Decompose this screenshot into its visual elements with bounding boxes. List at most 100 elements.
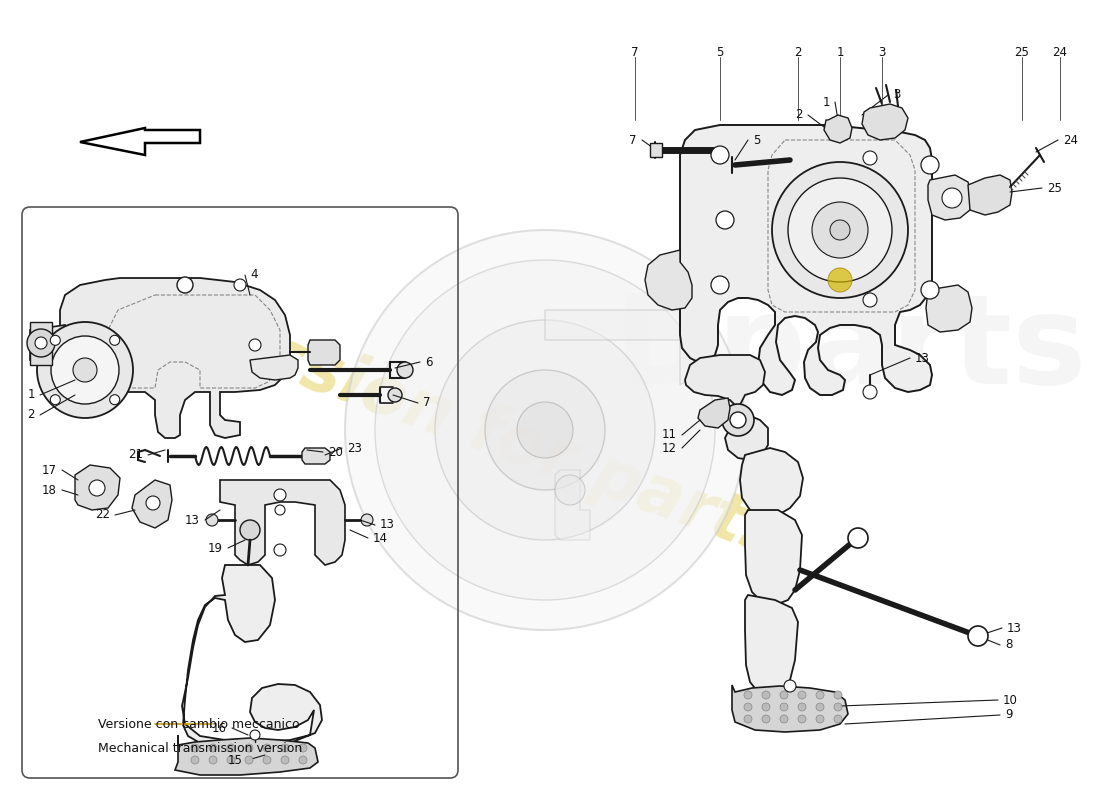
Circle shape <box>834 691 842 699</box>
Circle shape <box>722 404 754 436</box>
Circle shape <box>828 268 852 292</box>
Circle shape <box>942 188 962 208</box>
Circle shape <box>146 496 160 510</box>
Text: 2: 2 <box>794 46 802 58</box>
Circle shape <box>968 626 988 646</box>
Polygon shape <box>30 322 52 365</box>
Polygon shape <box>968 175 1012 215</box>
Circle shape <box>744 691 752 699</box>
Circle shape <box>816 703 824 711</box>
Circle shape <box>716 211 734 229</box>
Circle shape <box>345 230 745 630</box>
Circle shape <box>263 744 271 752</box>
Polygon shape <box>645 250 692 310</box>
Circle shape <box>864 293 877 307</box>
Text: 11: 11 <box>662 429 676 442</box>
Text: 24: 24 <box>1053 46 1067 58</box>
Polygon shape <box>685 355 768 460</box>
Polygon shape <box>650 143 662 157</box>
Text: Dparts: Dparts <box>614 290 1087 410</box>
Circle shape <box>375 260 715 600</box>
Circle shape <box>864 151 877 165</box>
Polygon shape <box>745 510 802 605</box>
Circle shape <box>397 362 412 378</box>
Text: 25: 25 <box>1047 182 1062 194</box>
Circle shape <box>780 703 788 711</box>
Circle shape <box>51 336 119 404</box>
Circle shape <box>434 320 654 540</box>
Text: 13: 13 <box>1006 622 1022 634</box>
Text: 5: 5 <box>754 134 760 146</box>
Circle shape <box>798 691 806 699</box>
Text: 13: 13 <box>379 518 395 531</box>
Circle shape <box>227 756 235 764</box>
Circle shape <box>388 388 401 402</box>
Polygon shape <box>740 448 803 516</box>
Polygon shape <box>302 448 330 464</box>
Circle shape <box>245 744 253 752</box>
Circle shape <box>816 715 824 723</box>
Text: 17: 17 <box>42 463 57 477</box>
Circle shape <box>73 358 97 382</box>
Text: 25: 25 <box>1014 46 1030 58</box>
Polygon shape <box>745 595 798 695</box>
Circle shape <box>762 691 770 699</box>
Circle shape <box>240 520 260 540</box>
Circle shape <box>784 680 796 692</box>
Circle shape <box>249 339 261 351</box>
Polygon shape <box>182 565 322 748</box>
Circle shape <box>485 370 605 490</box>
Text: 7: 7 <box>631 46 639 58</box>
Polygon shape <box>250 355 298 380</box>
Circle shape <box>206 514 218 526</box>
Circle shape <box>744 715 752 723</box>
Circle shape <box>762 715 770 723</box>
Circle shape <box>51 394 60 405</box>
Text: 9: 9 <box>1005 709 1012 722</box>
Circle shape <box>788 178 892 282</box>
Text: 15: 15 <box>228 754 243 766</box>
Circle shape <box>274 544 286 556</box>
Text: 22: 22 <box>95 509 110 522</box>
Circle shape <box>744 703 752 711</box>
Polygon shape <box>824 115 852 143</box>
Circle shape <box>28 329 55 357</box>
Polygon shape <box>698 398 730 428</box>
Text: 18: 18 <box>42 483 57 497</box>
Circle shape <box>730 412 746 428</box>
Circle shape <box>780 715 788 723</box>
Circle shape <box>798 703 806 711</box>
Text: 21: 21 <box>128 449 143 462</box>
Circle shape <box>711 146 729 164</box>
Text: 10: 10 <box>1003 694 1018 706</box>
Circle shape <box>209 756 217 764</box>
Circle shape <box>209 744 217 752</box>
Text: 6: 6 <box>425 355 432 369</box>
Text: 19: 19 <box>208 542 223 554</box>
Circle shape <box>772 162 908 298</box>
Text: 7: 7 <box>424 397 430 410</box>
Polygon shape <box>220 480 345 565</box>
Polygon shape <box>732 685 848 732</box>
Text: 12: 12 <box>662 442 676 454</box>
Circle shape <box>89 480 104 496</box>
Circle shape <box>250 730 260 740</box>
Text: 7: 7 <box>629 134 637 146</box>
Text: 4: 4 <box>250 269 257 282</box>
Circle shape <box>798 715 806 723</box>
Polygon shape <box>132 480 172 528</box>
Circle shape <box>299 744 307 752</box>
Polygon shape <box>175 735 318 775</box>
Circle shape <box>191 744 199 752</box>
Polygon shape <box>862 104 907 140</box>
Circle shape <box>37 322 133 418</box>
Circle shape <box>361 514 373 526</box>
Text: 3: 3 <box>893 89 901 102</box>
Circle shape <box>921 156 939 174</box>
Circle shape <box>830 220 850 240</box>
Circle shape <box>263 756 271 764</box>
Text: 16: 16 <box>212 722 227 734</box>
Text: passion for parts: passion for parts <box>168 290 792 570</box>
Text: 3: 3 <box>878 46 886 58</box>
Text: 24: 24 <box>1063 134 1078 146</box>
